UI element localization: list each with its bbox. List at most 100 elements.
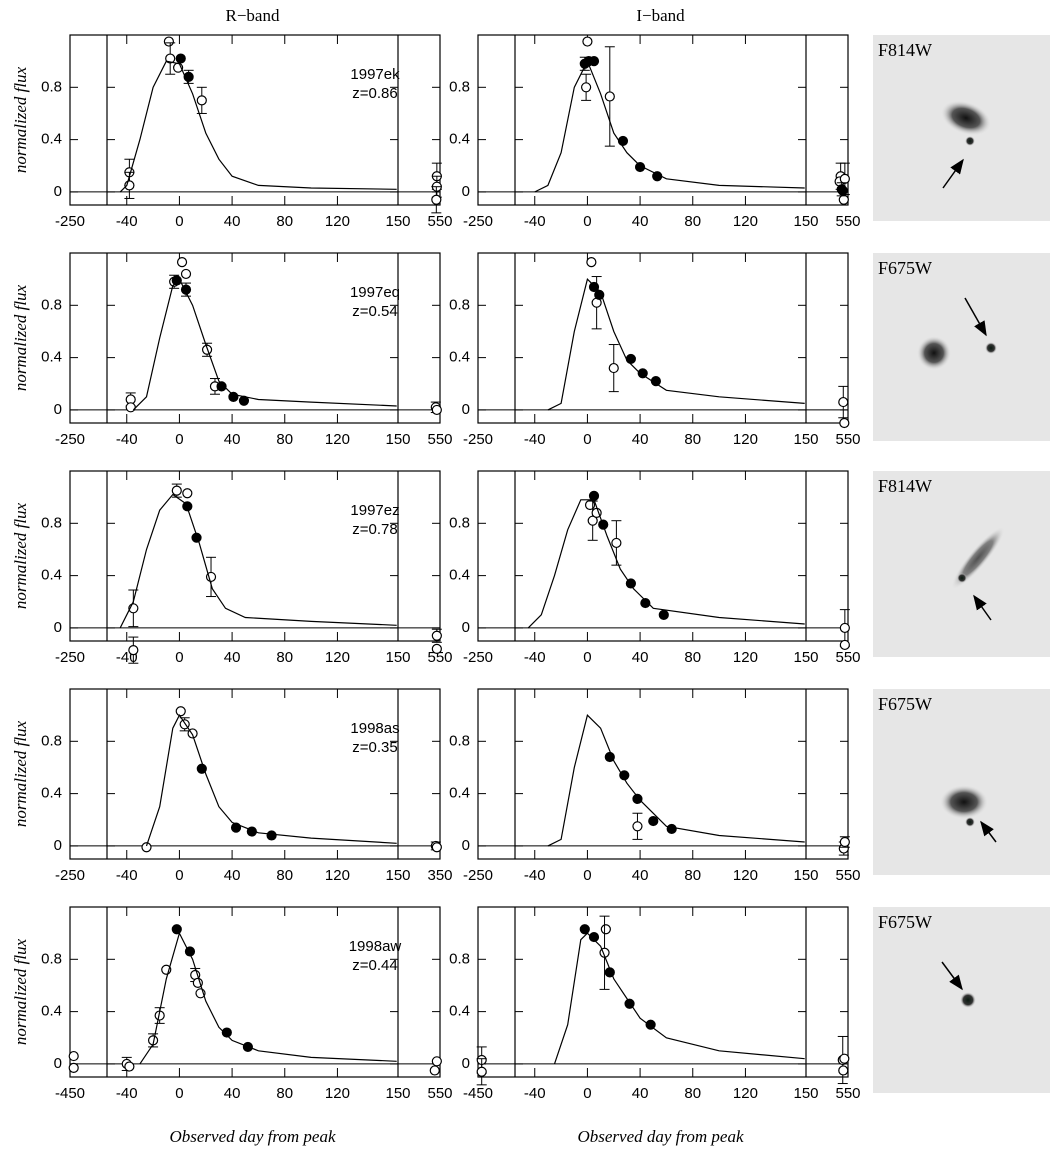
x-tick-label: -40 <box>524 431 546 448</box>
filled-point <box>634 161 646 173</box>
x-axis-label: Observed day from peak <box>577 1127 743 1146</box>
redshift-label: z=0.54 <box>352 303 397 320</box>
open-point <box>163 36 174 47</box>
filled-point <box>196 763 207 774</box>
filled-point <box>588 281 600 293</box>
x-tick-label: 350 <box>427 867 452 884</box>
y-tick-label: 0.4 <box>449 131 470 148</box>
x-tick-label: -250 <box>463 867 493 884</box>
y-tick-label: 0.4 <box>41 349 62 366</box>
x-tick-label: 40 <box>632 431 649 448</box>
open-point <box>838 396 849 408</box>
open-point <box>431 404 442 416</box>
model-curve <box>547 714 805 847</box>
y-tick-label: 0 <box>54 401 62 418</box>
x-tick-label: 150 <box>385 213 410 230</box>
open-point <box>68 1062 79 1073</box>
x-tick-label: 40 <box>224 1085 241 1102</box>
x-tick-label: -250 <box>55 867 85 884</box>
x-axis-label: Observed day from peak <box>169 1127 335 1146</box>
open-point <box>171 485 182 496</box>
open-point <box>838 1065 849 1076</box>
x-tick-label: 550 <box>835 1085 860 1102</box>
x-tick-label: 80 <box>276 867 293 884</box>
sn-name: 1998as <box>350 720 399 737</box>
filled-point <box>171 275 182 286</box>
open-point <box>128 645 139 656</box>
y-tick-label: 0 <box>54 619 62 636</box>
open-point <box>429 1065 440 1076</box>
column-title: I−band <box>636 6 685 25</box>
y-axis-label: normalized flux <box>11 720 30 827</box>
y-tick-label: 0.4 <box>449 785 470 802</box>
y-axis-label: normalized flux <box>11 502 30 609</box>
x-tick-label: 0 <box>583 431 591 448</box>
y-tick-label: 0 <box>54 1055 62 1072</box>
y-axis-label: normalized flux <box>11 284 30 391</box>
x-tick-label: 150 <box>385 1085 410 1102</box>
x-tick-label: 550 <box>427 431 452 448</box>
x-tick-label: 80 <box>684 431 701 448</box>
y-axis-label: normalized flux <box>11 66 30 173</box>
x-tick-label: 80 <box>276 1085 293 1102</box>
filled-point <box>666 823 677 835</box>
y-tick-label: 0 <box>462 401 470 418</box>
sn-name: 1997ek <box>350 66 400 83</box>
x-tick-label: 550 <box>835 867 860 884</box>
x-tick-label: 150 <box>793 649 818 666</box>
x-tick-label: -40 <box>116 1085 138 1102</box>
x-tick-label: 120 <box>733 431 758 448</box>
x-tick-label: -40 <box>116 213 138 230</box>
filled-point <box>588 931 600 943</box>
open-point <box>839 639 850 651</box>
x-tick-label: 550 <box>427 1085 452 1102</box>
model-curve <box>119 493 397 629</box>
open-point <box>141 842 152 853</box>
open-point <box>175 706 186 717</box>
panel: -450 -40 0 40 80 120 150 550 0 0.4 0.8 Observed day… <box>11 906 453 1146</box>
y-tick-label: 0 <box>54 837 62 854</box>
panel-frame <box>477 252 849 424</box>
panel-frame <box>69 34 441 206</box>
model-curve <box>145 714 397 847</box>
open-point <box>431 194 442 205</box>
open-point <box>581 82 592 93</box>
x-tick-label: 150 <box>385 867 410 884</box>
x-tick-label: 150 <box>793 1085 818 1102</box>
open-point <box>431 1056 442 1067</box>
image-panels: F814W F675W F814W F675W F675W <box>873 35 1050 1093</box>
open-point <box>608 362 619 374</box>
y-tick-label: 0 <box>462 837 470 854</box>
x-tick-label: -250 <box>55 649 85 666</box>
x-tick-label: 120 <box>733 867 758 884</box>
filled-point <box>625 353 636 365</box>
open-point <box>431 842 442 853</box>
x-tick-label: -450 <box>55 1085 85 1102</box>
open-point <box>611 537 622 549</box>
y-tick-label: 0.8 <box>41 78 62 95</box>
x-tick-label: 0 <box>175 1085 183 1102</box>
open-point <box>839 1053 850 1064</box>
x-tick-label: 80 <box>684 867 701 884</box>
image-panel: F675W <box>873 253 1050 441</box>
panel-frame <box>477 470 849 642</box>
x-tick-label: -40 <box>524 1085 546 1102</box>
redshift-label: z=0.78 <box>352 521 397 538</box>
y-tick-label: 0 <box>462 619 470 636</box>
panel-frame <box>69 470 441 642</box>
panel: -250 -40 0 40 80 120 150 550 0 0.4 0.8 R−band normal… <box>11 6 453 230</box>
x-tick-label: 0 <box>583 213 591 230</box>
y-tick-label: 0 <box>462 183 470 200</box>
model-curve <box>119 60 397 193</box>
x-tick-label: 550 <box>427 213 452 230</box>
y-tick-label: 0 <box>54 183 62 200</box>
open-point <box>839 173 850 184</box>
open-point <box>196 95 207 106</box>
x-tick-label: 0 <box>583 867 591 884</box>
open-point <box>431 630 442 641</box>
image-panel: F814W <box>873 471 1050 657</box>
filled-point <box>216 381 227 392</box>
open-point <box>180 268 192 280</box>
y-tick-label: 0.8 <box>41 950 62 967</box>
x-tick-label: -40 <box>524 213 546 230</box>
